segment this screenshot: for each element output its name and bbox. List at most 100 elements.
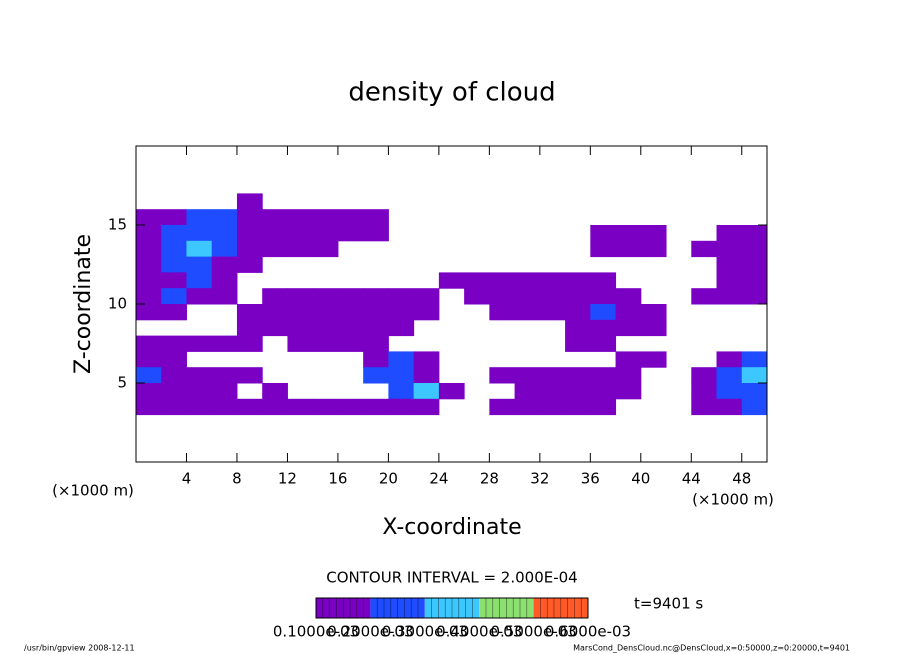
contour-cell	[514, 398, 541, 416]
contour-cell	[615, 383, 642, 400]
contour-cell	[136, 335, 162, 352]
contour-cell	[363, 367, 389, 384]
contour-cell	[136, 398, 162, 416]
contour-cell	[615, 319, 642, 337]
contour-cell	[590, 335, 617, 352]
contour-cell	[236, 398, 263, 416]
contour-cell	[489, 304, 516, 321]
contour-cell	[388, 351, 415, 368]
contour-cell	[363, 335, 389, 352]
contour-cell	[236, 193, 263, 210]
x-unit: (×1000 m)	[692, 491, 774, 509]
time-label: t=9401 s	[634, 595, 703, 613]
contour-cell	[413, 288, 440, 305]
contour-cell	[236, 225, 263, 242]
contour-cell	[262, 383, 288, 400]
contour-cell	[161, 383, 187, 400]
colorbar-label: 0.1000e-03	[273, 623, 359, 641]
contour-cell	[640, 225, 667, 242]
contour-cell	[363, 319, 389, 337]
y-tick-label: 15	[108, 216, 127, 234]
contour-cell	[236, 304, 263, 321]
y-axis-label: Z-coordinate	[71, 234, 96, 374]
contour-cell	[691, 367, 718, 384]
contour-cell	[741, 367, 768, 384]
colorbar-label: 0.5000e-03	[490, 623, 576, 641]
contour-cell	[388, 304, 415, 321]
contour-cell	[211, 272, 238, 289]
contour-cell	[161, 240, 187, 258]
contour-cell	[312, 288, 339, 305]
contour-cell	[590, 398, 617, 416]
contour-cell	[590, 272, 617, 289]
contour-cell	[716, 383, 743, 400]
contour-cell	[539, 288, 566, 305]
contour-cell	[640, 304, 667, 321]
contour-cell	[136, 304, 162, 321]
contour-cell	[590, 288, 617, 305]
contour-cell	[565, 319, 591, 337]
colorbar-label: 0.2000e-03	[327, 623, 413, 641]
contour-cell	[413, 351, 440, 368]
contour-cell	[539, 304, 566, 321]
x-tick-label: 44	[682, 470, 701, 488]
contour-cell	[388, 319, 415, 337]
contour-cell	[590, 319, 617, 337]
contour-cell	[136, 240, 162, 258]
contour-cell	[136, 272, 162, 289]
x-tick-label: 8	[232, 470, 242, 488]
contour-cell	[615, 351, 642, 368]
contour-cell	[211, 335, 238, 352]
contour-cell	[413, 383, 440, 400]
contour-cell	[136, 351, 162, 368]
contour-cell	[287, 209, 314, 226]
contour-cell	[590, 225, 617, 242]
contour-cell	[211, 209, 238, 226]
contour-cell	[363, 209, 389, 226]
contour-cell	[615, 367, 642, 384]
contour-cell	[565, 288, 591, 305]
contour-cell	[211, 383, 238, 400]
contour-cell	[312, 398, 339, 416]
contour-cell	[186, 398, 213, 416]
contour-cell	[186, 367, 213, 384]
contour-cell	[363, 225, 389, 242]
contour-cell	[539, 383, 566, 400]
contour-cell	[489, 367, 516, 384]
footer-left: /usr/bin/gpview 2008-12-11	[24, 644, 135, 653]
contour-cell	[489, 288, 516, 305]
contour-cell	[363, 398, 389, 416]
contour-cell	[337, 225, 364, 242]
contour-cell	[565, 383, 591, 400]
contour-cell	[211, 288, 238, 305]
contour-cell	[413, 398, 440, 416]
contour-cell	[186, 272, 213, 289]
contour-cell	[161, 256, 187, 273]
contour-cell	[363, 351, 389, 368]
contour-cell	[716, 288, 743, 305]
x-tick-label: 40	[631, 470, 650, 488]
contour-cell	[514, 288, 541, 305]
contour-cell	[186, 209, 213, 226]
contour-cell	[211, 398, 238, 416]
contour-cell	[136, 209, 162, 226]
contour-cell	[186, 240, 213, 258]
contour-cell	[716, 272, 743, 289]
contour-cell	[640, 319, 667, 337]
contour-cell	[565, 304, 591, 321]
contour-cell	[413, 304, 440, 321]
contour-cell	[565, 398, 591, 416]
contour-cell	[262, 288, 288, 305]
contour-cell	[161, 304, 187, 321]
contour-cell	[236, 240, 263, 258]
contour-cell	[161, 209, 187, 226]
x-tick-label: 36	[581, 470, 600, 488]
chart-title: density of cloud	[348, 78, 555, 108]
contour-cell	[539, 398, 566, 416]
contour-cell	[161, 335, 187, 352]
contour-cell	[741, 398, 768, 416]
contour-cell	[236, 209, 263, 226]
contour-cell	[287, 335, 314, 352]
contour-cell	[136, 288, 162, 305]
contour-cell	[716, 256, 743, 273]
